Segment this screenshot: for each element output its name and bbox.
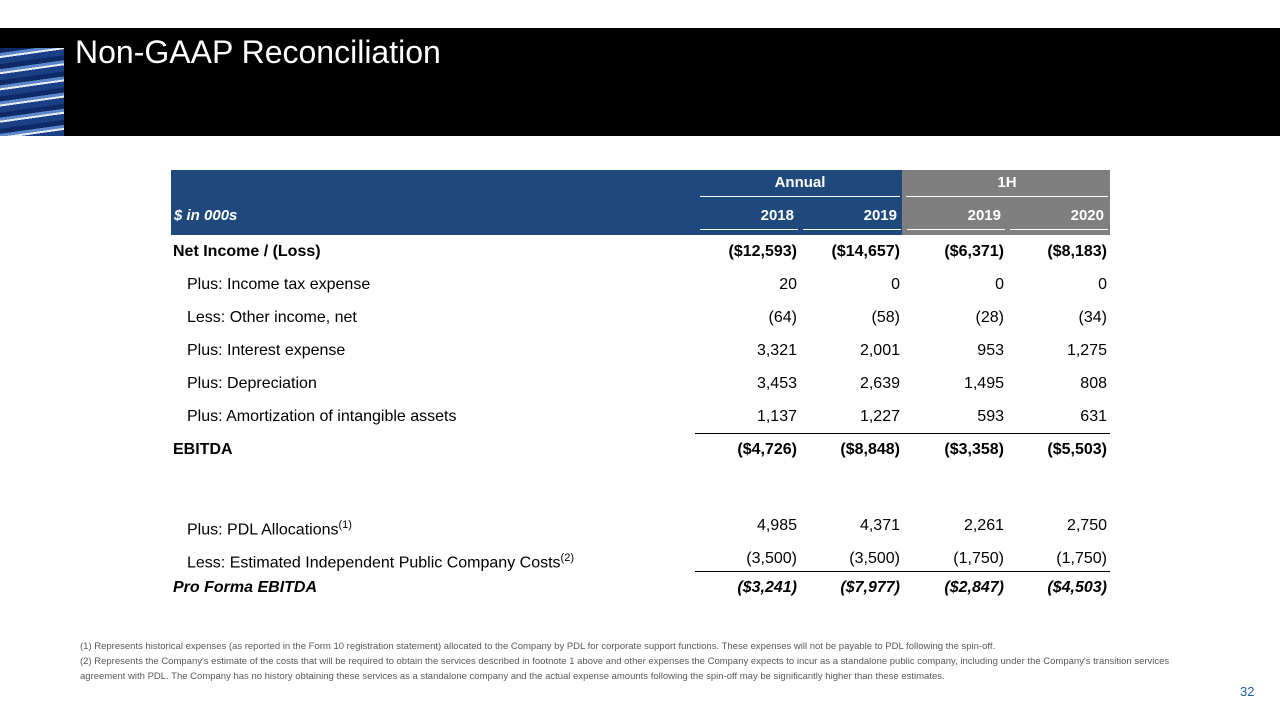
cell-value: ($3,241) — [737, 579, 797, 596]
cell-value: ($6,371) — [944, 243, 1004, 260]
year-header: 2018 — [700, 203, 798, 230]
cell-value: 0 — [1098, 276, 1107, 293]
row-rule — [695, 571, 1110, 572]
cell-value: (1,750) — [1056, 550, 1107, 567]
cell-value: ($8,848) — [840, 441, 900, 458]
cell-value: ($12,593) — [728, 243, 798, 260]
cell-value: 953 — [977, 342, 1004, 359]
cell-value: 0 — [995, 276, 1004, 293]
footnote: (2) Represents the Company's estimate of… — [80, 656, 1170, 682]
unit-label: $ in 000s — [174, 207, 238, 224]
group-header: 1H — [906, 170, 1108, 197]
cell-value: 2,750 — [1066, 517, 1107, 534]
cell-value: 1,227 — [859, 408, 900, 425]
footnote-ref: (1) — [338, 519, 352, 531]
cell-value: ($4,503) — [1047, 579, 1107, 596]
row-label: Net Income / (Loss) — [173, 235, 321, 268]
row-label: Less: Other income, net — [187, 301, 357, 334]
footnote-ref: (2) — [560, 552, 574, 564]
cell-value: 4,985 — [756, 517, 797, 534]
page-number: 32 — [1240, 684, 1255, 699]
cell-value: ($2,847) — [944, 579, 1004, 596]
row-label-text: Less: Estimated Independent Public Compa… — [187, 554, 561, 572]
cell-value: 0 — [891, 276, 900, 293]
row-label: Plus: Interest expense — [187, 334, 345, 367]
row-label: Plus: PDL Allocations(1) — [187, 509, 352, 546]
year-header: 2019 — [803, 203, 901, 230]
cell-value: (1,750) — [953, 550, 1004, 567]
cell-value: ($5,503) — [1047, 441, 1107, 458]
cell-value: 2,639 — [859, 375, 900, 392]
row-label-text: Pro Forma EBITDA — [173, 579, 318, 596]
row-label-text: Plus: PDL Allocations — [187, 521, 339, 539]
cell-value: 1,495 — [963, 375, 1004, 392]
cell-value: 2,001 — [859, 342, 900, 359]
cell-value: 1,137 — [756, 408, 797, 425]
cell-value: 20 — [779, 276, 797, 293]
cell-value: ($3,358) — [944, 441, 1004, 458]
year-header: 2019 — [907, 203, 1005, 230]
cell-value: 3,321 — [756, 342, 797, 359]
row-label-text: EBITDA — [173, 441, 233, 458]
cell-value: (28) — [975, 309, 1004, 326]
row-label-text: Net Income / (Loss) — [173, 243, 321, 260]
header-bg — [902, 170, 1110, 235]
cell-value: (34) — [1078, 309, 1107, 326]
header-bg — [171, 170, 902, 235]
row-label: Pro Forma EBITDA — [173, 571, 317, 604]
cell-value: 2,261 — [963, 517, 1004, 534]
row-label-text: Plus: Depreciation — [187, 375, 317, 392]
cell-value: (3,500) — [849, 550, 900, 567]
row-label-text: Plus: Amortization of intangible assets — [187, 408, 457, 425]
cell-value: 631 — [1080, 408, 1107, 425]
footnote: (1) Represents historical expenses (as r… — [80, 641, 996, 652]
year-header: 2020 — [1010, 203, 1108, 230]
row-label: Less: Estimated Independent Public Compa… — [187, 542, 574, 579]
row-label: Plus: Income tax expense — [187, 268, 370, 301]
cell-value: ($14,657) — [831, 243, 901, 260]
row-label: Plus: Amortization of intangible assets — [187, 400, 456, 433]
cell-value: 593 — [977, 408, 1004, 425]
cell-value: 4,371 — [859, 517, 900, 534]
cell-value: 808 — [1080, 375, 1107, 392]
banner-image — [0, 48, 64, 136]
row-label: Plus: Depreciation — [187, 367, 317, 400]
row-label-text: Plus: Income tax expense — [187, 276, 371, 293]
cell-value: ($8,183) — [1047, 243, 1107, 260]
row-label: EBITDA — [173, 433, 233, 466]
group-header: Annual — [700, 170, 900, 197]
row-label-text: Less: Other income, net — [187, 309, 357, 326]
cell-value: ($4,726) — [737, 441, 797, 458]
title-band — [0, 28, 1280, 136]
row-label-text: Plus: Interest expense — [187, 342, 346, 359]
cell-value: 3,453 — [756, 375, 797, 392]
slide-title: Non-GAAP Reconciliation — [75, 34, 441, 70]
cell-value: (58) — [871, 309, 900, 326]
cell-value: ($7,977) — [840, 579, 900, 596]
cell-value: 1,275 — [1066, 342, 1107, 359]
cell-value: (3,500) — [746, 550, 797, 567]
row-rule — [695, 433, 1110, 434]
cell-value: (64) — [768, 309, 797, 326]
